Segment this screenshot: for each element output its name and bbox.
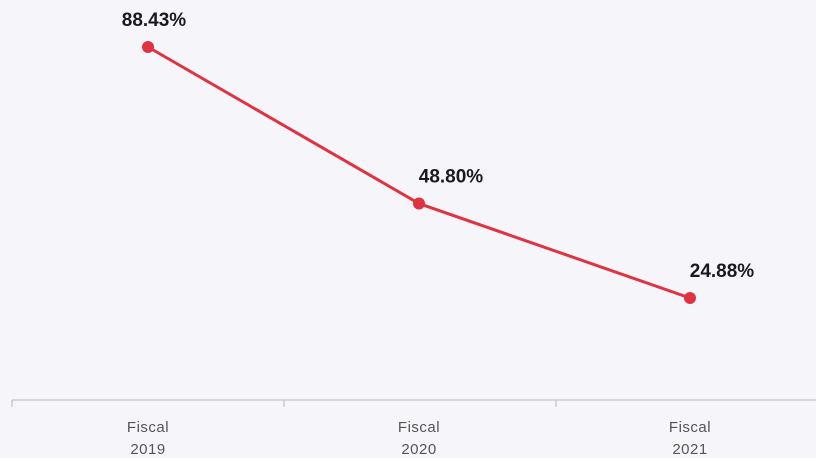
data-label: 48.80%: [419, 167, 484, 188]
data-label: 88.43%: [122, 10, 187, 31]
x-tick-label: Fiscal 2020: [398, 419, 440, 458]
series: [142, 41, 696, 304]
x-tick-label-line: Fiscal: [669, 419, 711, 436]
data-point: [684, 292, 696, 304]
x-tick-label: Fiscal 2019: [127, 419, 169, 458]
x-tick-label-line: Fiscal: [127, 419, 169, 436]
x-tick-label-line: Fiscal: [398, 419, 440, 436]
data-labels: 88.43% 48.80% 24.88%: [122, 10, 755, 282]
x-tick-label-line: 2020: [401, 441, 436, 458]
x-axis: Fiscal 2019 Fiscal 2020 Fiscal 2021: [11, 399, 816, 458]
data-label: 24.88%: [690, 261, 755, 282]
x-tick-label: Fiscal 2021: [669, 419, 711, 458]
x-tick-label-line: 2019: [130, 441, 165, 458]
data-point: [413, 197, 425, 210]
x-tick-label-line: 2021: [672, 441, 707, 458]
data-point: [142, 41, 154, 53]
